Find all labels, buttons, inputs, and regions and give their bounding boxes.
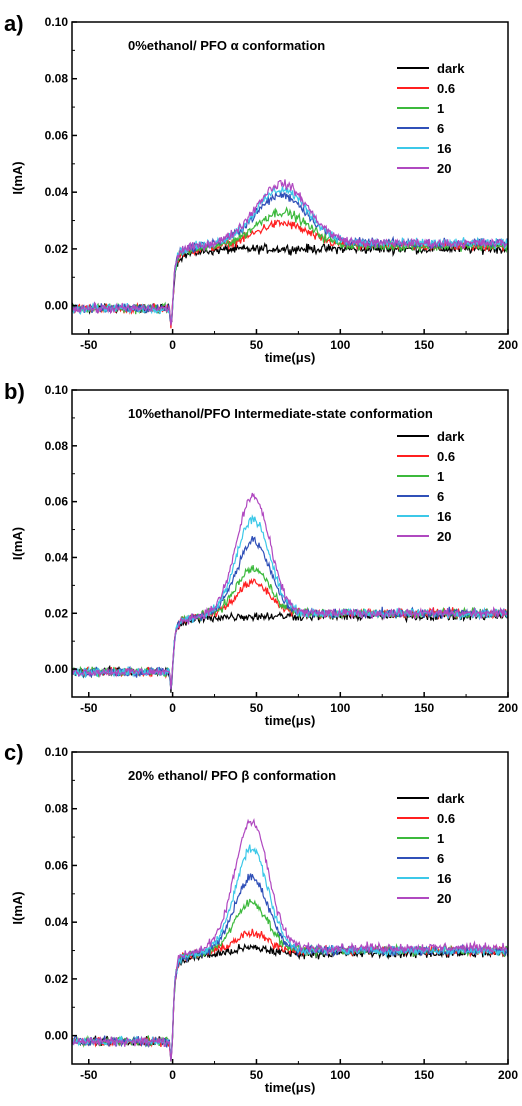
x-tick-label: 200	[498, 338, 518, 352]
chart-panel-3: 0.00 0.02 0.04 0.06 0.08 0.10 -50 0 50 100 150 200 t…	[4, 740, 518, 1095]
legend-label: dark	[437, 61, 465, 76]
x-tick-label: -50	[80, 1068, 98, 1082]
x-tick-label: 50	[250, 1068, 264, 1082]
chart-title: 10%ethanol/PFO Intermediate-state confor…	[128, 406, 433, 421]
x-tick-label: 0	[169, 338, 176, 352]
chart-title: 0%ethanol/ PFO α conformation	[128, 38, 325, 53]
x-tick-label: 200	[498, 1068, 518, 1082]
y-tick-label: 0.06	[45, 858, 69, 872]
plot-area	[72, 179, 508, 329]
legend-label: 20	[437, 161, 451, 176]
plot-area	[72, 492, 508, 693]
x-tick-label: 0	[169, 701, 176, 715]
x-tick-label: 150	[414, 338, 434, 352]
chart-title: 20% ethanol/ PFO β conformation	[128, 768, 336, 783]
x-axis-label: time(μs)	[265, 1080, 316, 1095]
x-axis-label: time(μs)	[265, 713, 316, 728]
axes-frame	[71, 21, 509, 335]
x-tick-label: 150	[414, 1068, 434, 1082]
y-axis-label: I(mA)	[10, 891, 25, 924]
series-line-20	[72, 818, 508, 1062]
y-tick-label: 0.00	[45, 662, 69, 676]
panel-label: b)	[4, 379, 25, 404]
legend-label: 0.6	[437, 81, 455, 96]
x-tick-label: 50	[250, 338, 264, 352]
legend-label: 6	[437, 851, 444, 866]
y-tick-label: 0.08	[45, 802, 69, 816]
y-tick-label: 0.02	[45, 242, 69, 256]
x-axis-label: time(μs)	[265, 350, 316, 365]
series-line-20	[72, 492, 508, 690]
x-tick-label: 100	[330, 1068, 350, 1082]
x-tick-label: 100	[330, 338, 350, 352]
x-tick-label: 100	[330, 701, 350, 715]
panel-label: a)	[4, 11, 24, 36]
legend-label: dark	[437, 791, 465, 806]
axes-frame	[71, 389, 509, 698]
legend-label: 0.6	[437, 811, 455, 826]
x-tick-label: 0	[169, 1068, 176, 1082]
y-tick-label: 0.04	[45, 915, 69, 929]
x-tick-label: 50	[250, 701, 264, 715]
y-tick-label: 0.08	[45, 72, 69, 86]
y-axis-label: I(mA)	[10, 527, 25, 560]
legend-label: 1	[437, 101, 444, 116]
axes-frame	[71, 751, 509, 1065]
y-tick-label: 0.06	[45, 128, 69, 142]
legend-label: 16	[437, 141, 451, 156]
y-tick-label: 0.00	[45, 299, 69, 313]
y-tick-label: 0.10	[45, 383, 69, 397]
y-axis-label: I(mA)	[10, 161, 25, 194]
legend-label: 20	[437, 891, 451, 906]
legend-label: dark	[437, 429, 465, 444]
chart-panel-1: 0.00 0.02 0.04 0.06 0.08 0.10 -50 0 50 100 150 200 t…	[4, 11, 518, 365]
series-line-1	[72, 898, 508, 1057]
x-tick-label: 200	[498, 701, 518, 715]
y-tick-label: 0.08	[45, 439, 69, 453]
y-tick-label: 0.04	[45, 550, 69, 564]
legend-label: 16	[437, 871, 451, 886]
y-tick-label: 0.02	[45, 606, 69, 620]
x-tick-label: -50	[80, 701, 98, 715]
legend-label: 20	[437, 529, 451, 544]
y-tick-label: 0.06	[45, 495, 69, 509]
chart-panel-2: 0.00 0.02 0.04 0.06 0.08 0.10 -50 0 50 100 150 200 t…	[4, 379, 518, 728]
legend-label: 1	[437, 469, 444, 484]
legend-label: 6	[437, 489, 444, 504]
y-tick-label: 0.02	[45, 972, 69, 986]
x-tick-label: 150	[414, 701, 434, 715]
y-tick-label: 0.04	[45, 185, 69, 199]
legend-label: 6	[437, 121, 444, 136]
series-line-1	[72, 564, 508, 688]
y-tick-label: 0.00	[45, 1029, 69, 1043]
y-tick-label: 0.10	[45, 15, 69, 29]
legend-label: 1	[437, 831, 444, 846]
x-tick-label: -50	[80, 338, 98, 352]
legend-label: 0.6	[437, 449, 455, 464]
legend-label: 16	[437, 509, 451, 524]
series-line-dark	[72, 610, 508, 693]
series-line-20	[72, 179, 508, 326]
y-tick-label: 0.10	[45, 745, 69, 759]
series-line-0-6	[72, 219, 508, 329]
panel-label: c)	[4, 740, 24, 765]
plot-area	[72, 818, 508, 1062]
